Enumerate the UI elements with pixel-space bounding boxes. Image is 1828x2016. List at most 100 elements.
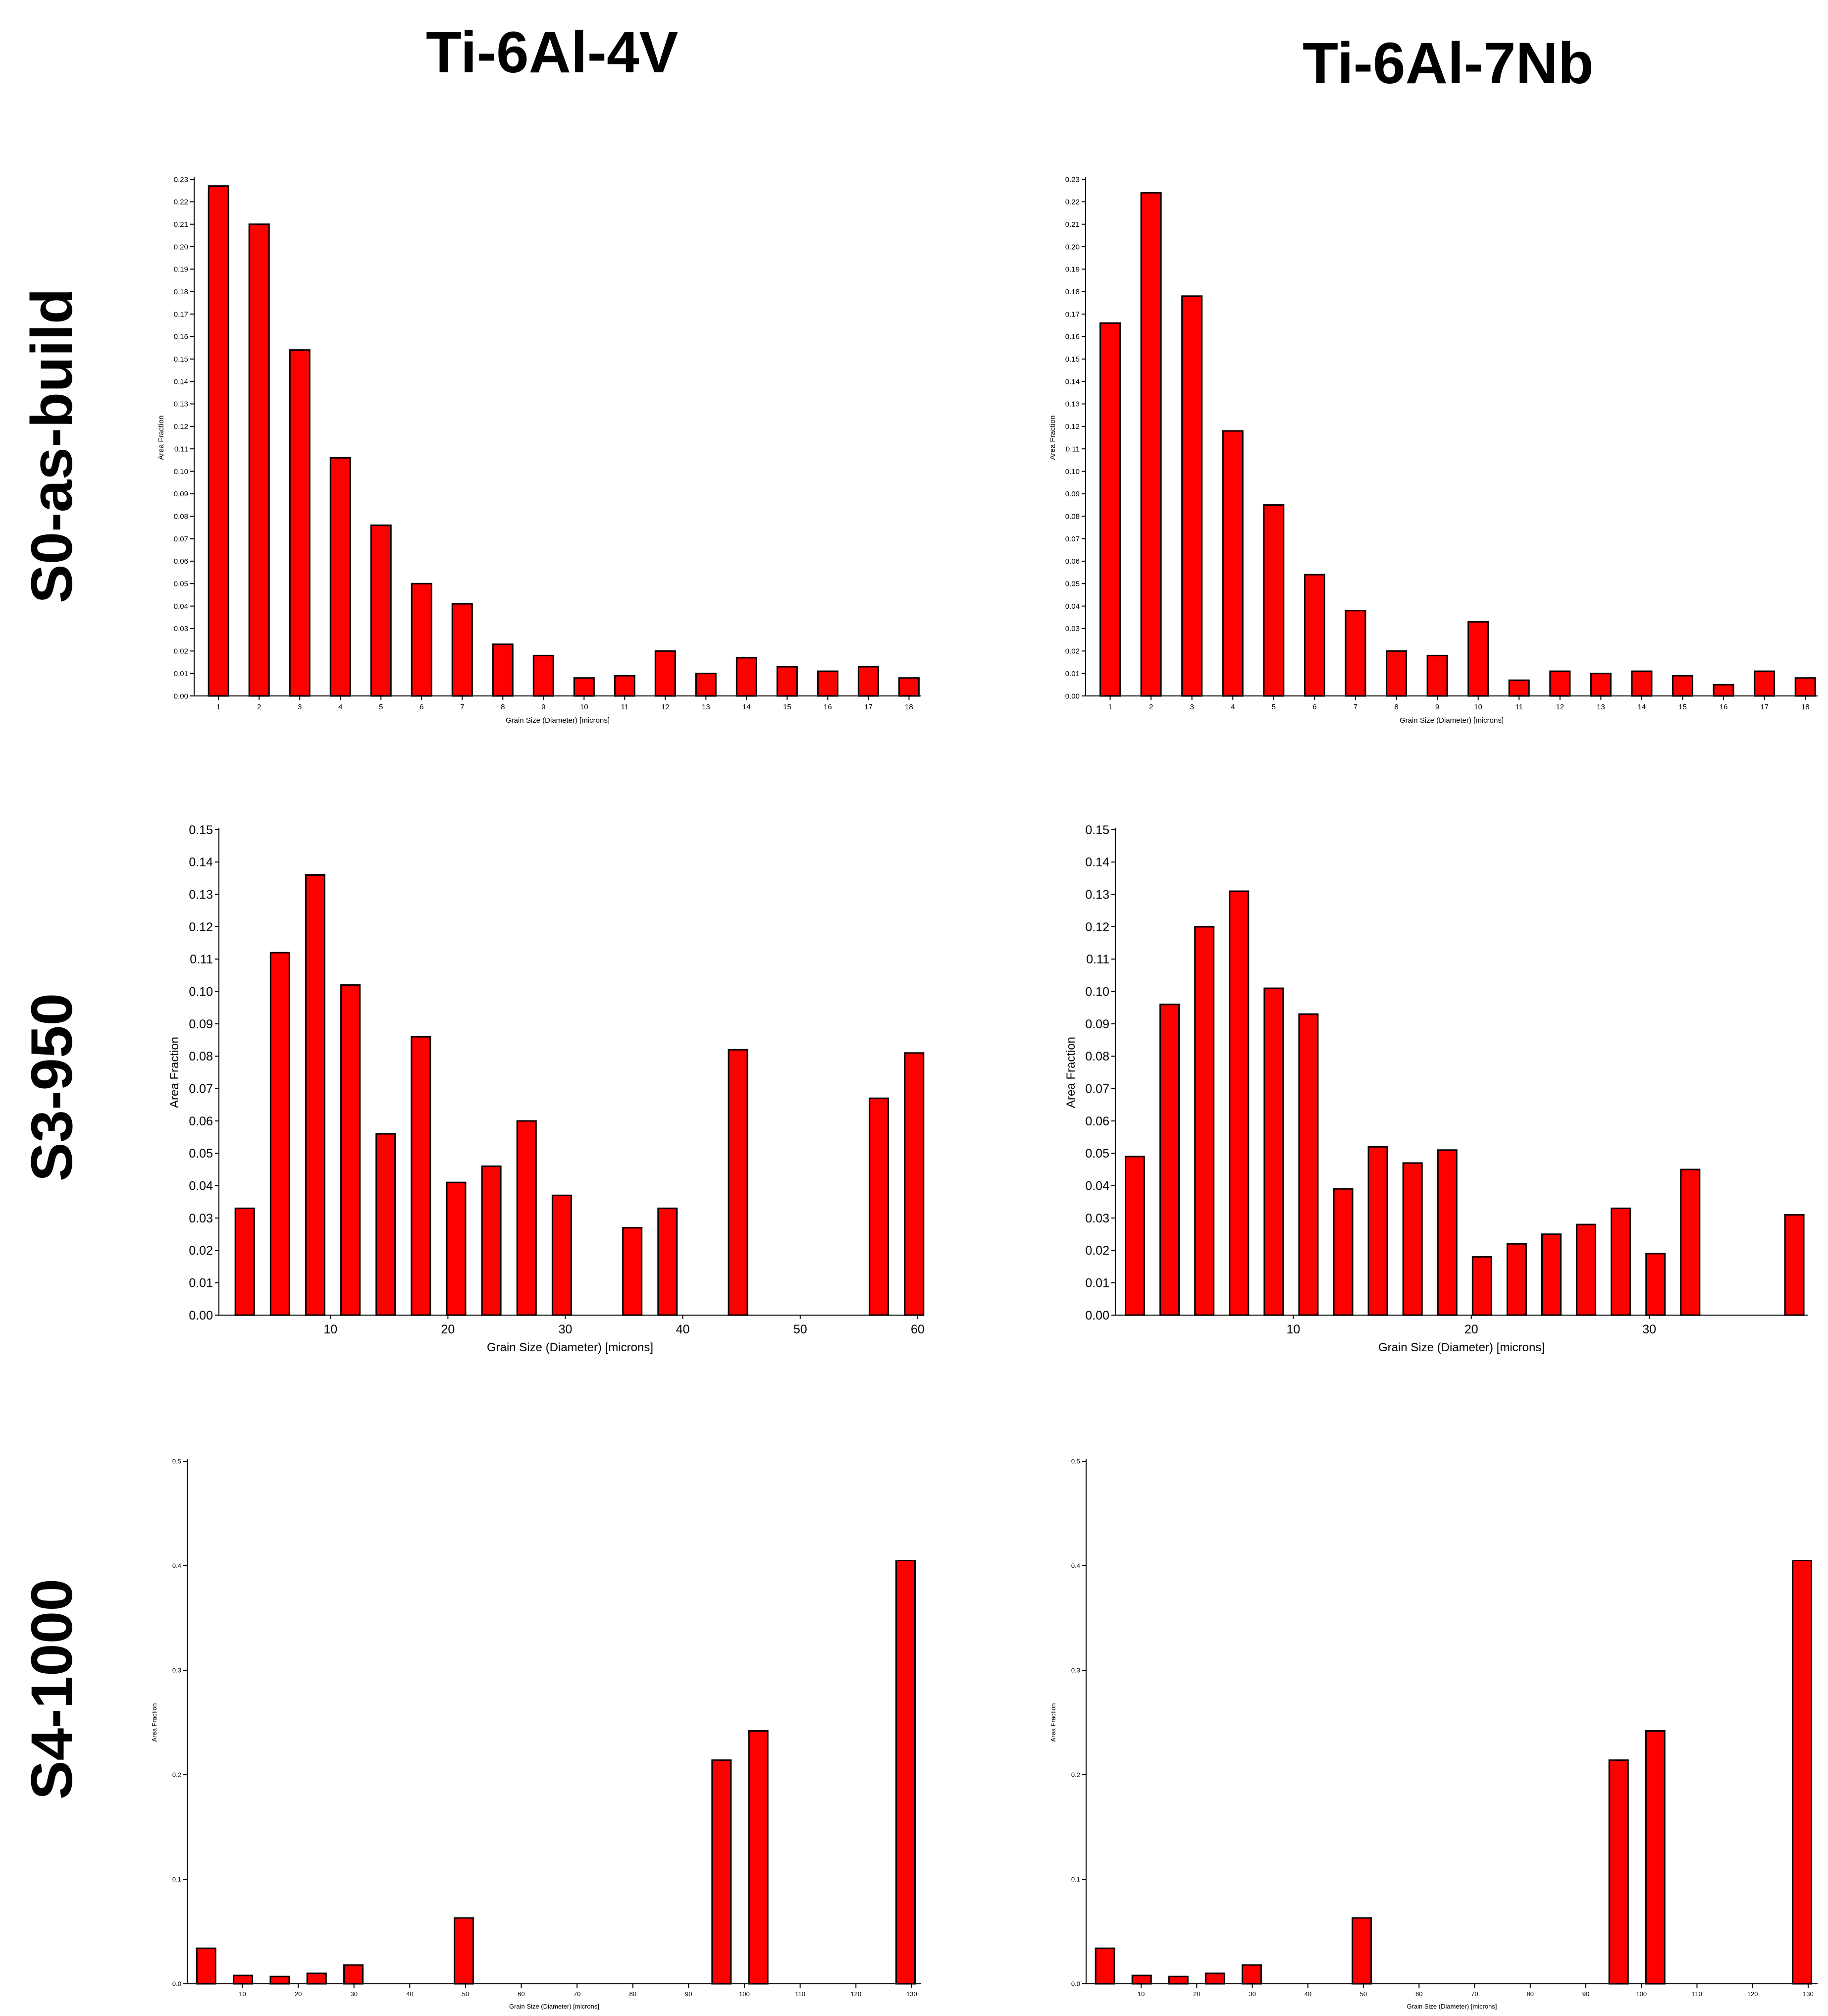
bar: [735, 657, 757, 697]
x-tick-label: 10: [1286, 1323, 1300, 1336]
bar: [728, 1049, 748, 1316]
x-tick-label: 15: [1678, 703, 1687, 711]
chart-s0-ti64: 0.00 0.01 0.02 0.03 0.04 0.05 0.06 0.07 0.08 0.09…: [157, 175, 921, 725]
x-tick-label: 10: [1474, 703, 1482, 711]
bar: [532, 654, 554, 697]
y-tick-label: 0.23: [1065, 175, 1080, 184]
y-tick-label: 0.03: [189, 1212, 213, 1225]
bar: [248, 223, 270, 697]
bar: [711, 1759, 732, 1985]
chart-s0-ti67: 0.00 0.01 0.02 0.03 0.04 0.05 0.06 0.07 0.08 0.09…: [1048, 175, 1818, 725]
y-tick-label: 0.15: [1065, 355, 1080, 364]
bar: [869, 1097, 889, 1316]
bar: [411, 583, 432, 697]
y-tick-label: 0.3: [1071, 1667, 1080, 1674]
bar: [1386, 650, 1408, 697]
x-tick-label: 10: [1138, 1990, 1145, 1998]
x-tick-label: 120: [850, 1990, 861, 1998]
bar: [1508, 679, 1530, 697]
y-tick-label: 0.09: [1085, 1017, 1109, 1031]
x-tick-label: 14: [1638, 703, 1646, 711]
x-tick-label: 13: [702, 703, 710, 711]
y-tick-label: 0.02: [174, 647, 188, 656]
bar: [657, 1207, 678, 1316]
y-tick-label: 0.04: [1085, 1179, 1109, 1193]
bar: [1125, 1156, 1146, 1316]
bar: [551, 1194, 572, 1316]
x-tick-label: 20: [441, 1323, 455, 1336]
y-tick-label: 0.19: [1065, 265, 1080, 274]
x-tick-label: 17: [1760, 703, 1769, 711]
x-tick-label: 110: [1692, 1990, 1702, 1998]
y-tick-label: 0.4: [1071, 1562, 1080, 1570]
y-tick-label: 0.00: [1065, 692, 1080, 700]
y-tick-label: 0.06: [174, 557, 188, 566]
chart-s4-ti64: 0.0 0.1 0.2 0.3 0.4 0.5 10 20 30 40 50 60 70 80 90 100 1…: [151, 1458, 921, 2010]
bar: [1241, 1964, 1262, 1985]
y-tick-label: 0.15: [189, 823, 213, 837]
chart-s3-ti64: 0.00 0.01 0.02 0.03 0.04 0.05 0.06 0.07 0.08 0.09…: [168, 823, 925, 1354]
x-tick-label: 3: [1190, 703, 1194, 711]
y-tick-label: 0.00: [1085, 1309, 1109, 1323]
bar: [289, 349, 311, 697]
bar: [208, 185, 229, 697]
y-tick-label: 0.04: [174, 602, 188, 611]
y-tick-label: 0.06: [1065, 557, 1080, 566]
chart-s3-ti67: 0.00 0.01 0.02 0.03 0.04 0.05 0.06 0.07 0.08 0.09…: [1064, 823, 1808, 1354]
x-tick-label: 70: [1471, 1990, 1478, 1998]
x-tick-label: 1: [216, 703, 220, 711]
bar: [1095, 1947, 1115, 1985]
y-tick-label: 0.11: [1086, 953, 1109, 966]
y-tick-label: 0.08: [189, 1050, 213, 1063]
y-tick-label: 0.09: [189, 1017, 213, 1031]
bar: [695, 673, 717, 697]
x-tick-label: 40: [676, 1323, 690, 1336]
bar: [370, 524, 392, 697]
x-tick-label: 30: [350, 1990, 357, 1998]
y-tick-label: 0.01: [1065, 670, 1080, 678]
y-tick-label: 0.13: [1085, 888, 1109, 902]
bar: [614, 675, 635, 697]
y-tick-label: 0.04: [189, 1179, 213, 1193]
bar: [573, 677, 595, 697]
x-tick-label: 30: [559, 1323, 573, 1336]
x-tick-label: 50: [1360, 1990, 1367, 1998]
y-tick-label: 0.07: [1085, 1082, 1109, 1096]
x-tick-label: 100: [1636, 1990, 1647, 1998]
x-tick-label: 3: [298, 703, 302, 711]
y-tick-label: 0.19: [174, 265, 188, 274]
x-axis-label: Grain Size (Diameter) [microns]: [1407, 2003, 1497, 2010]
y-tick-label: 0.12: [1065, 423, 1080, 431]
y-tick-label: 0.10: [1065, 468, 1080, 476]
y-tick-label: 0.0: [172, 1980, 181, 1988]
y-tick-label: 0.03: [1065, 625, 1080, 633]
x-tick-label: 2: [1149, 703, 1153, 711]
y-tick-label: 0.10: [174, 468, 188, 476]
x-tick-label: 12: [661, 703, 670, 711]
y-tick-label: 0.10: [189, 985, 213, 999]
bar: [895, 1559, 916, 1985]
x-tick-label: 70: [574, 1990, 580, 1998]
y-axis-label: Area Fraction: [1049, 1703, 1057, 1742]
x-tick-label: 20: [1193, 1990, 1200, 1998]
y-tick-label: 0.07: [1065, 535, 1080, 543]
x-tick-label: 40: [1305, 1990, 1311, 1998]
y-tick-label: 0.08: [1085, 1050, 1109, 1063]
y-tick-label: 0.09: [174, 490, 188, 498]
bar: [1784, 1214, 1805, 1316]
bar: [305, 874, 325, 1316]
bar: [1645, 1253, 1666, 1316]
bar: [1298, 1013, 1319, 1316]
y-tick-label: 0.16: [174, 333, 188, 341]
x-tick-label: 120: [1747, 1990, 1758, 1998]
x-tick-label: 14: [742, 703, 751, 711]
bar: [233, 1974, 254, 1985]
y-tick-label: 0.03: [174, 625, 188, 633]
bar: [269, 952, 290, 1316]
x-tick-label: 110: [795, 1990, 805, 1998]
y-tick-label: 0.12: [1085, 920, 1109, 934]
bar: [1467, 621, 1489, 697]
y-tick-label: 0.07: [174, 535, 188, 543]
y-tick-label: 0.00: [174, 692, 188, 700]
x-tick-label: 12: [1556, 703, 1564, 711]
